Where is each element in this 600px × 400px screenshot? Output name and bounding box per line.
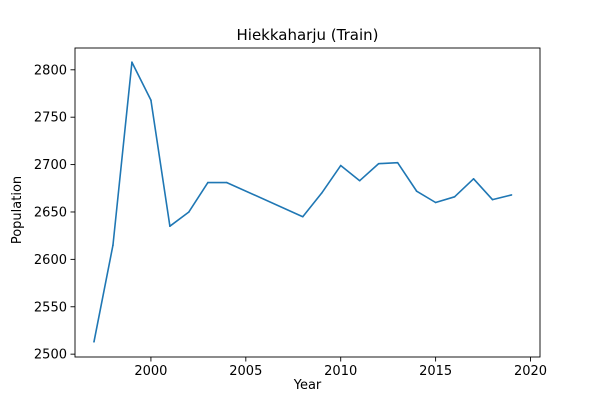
- data-point-2011: [358, 179, 361, 182]
- y-tick-label-2750: 2750: [34, 111, 67, 126]
- x-tick-label-2015: 2015: [419, 364, 452, 379]
- x-tick-label-2000: 2000: [134, 364, 167, 379]
- x-axis-label: Year: [293, 378, 322, 393]
- y-tick-label-2600: 2600: [34, 253, 67, 268]
- data-point-1997: [93, 341, 95, 343]
- x-tick-label-2010: 2010: [324, 364, 357, 379]
- data-point-2000: [150, 99, 152, 101]
- y-axis-label: Population: [10, 176, 25, 244]
- data-point-2008: [301, 215, 304, 218]
- y-tick-label-2550: 2550: [34, 300, 67, 315]
- y-tick-label-2650: 2650: [34, 205, 67, 220]
- chart-title: Hiekkaharju (Train): [237, 26, 379, 44]
- data-point-2004: [226, 181, 228, 184]
- data-point-2001: [169, 225, 171, 227]
- data-point-2012: [377, 162, 380, 165]
- data-point-1999: [131, 61, 133, 64]
- y-tick-label-2500: 2500: [34, 348, 67, 363]
- plot-frame: [74, 47, 541, 358]
- data-point-2010: [339, 164, 342, 167]
- data-point-2002: [188, 211, 190, 213]
- x-tick-label-2005: 2005: [229, 364, 262, 379]
- data-point-2016: [453, 196, 456, 198]
- plot-area: 2000 2005 2010 2015 2020 2500 2550 2600 2650 2700…: [34, 47, 547, 379]
- data-point-1998: [112, 244, 114, 246]
- x-tick-label-2020: 2020: [514, 364, 547, 379]
- y-tick-label-2700: 2700: [34, 158, 67, 173]
- data-point-2003: [207, 181, 209, 184]
- data-point-2017: [472, 178, 475, 180]
- data-point-2014: [415, 190, 418, 192]
- data-point-2015: [434, 201, 437, 204]
- data-point-2013: [396, 161, 399, 164]
- data-point-2019: [510, 194, 513, 196]
- series-line-0: [93, 61, 512, 342]
- y-tick-label-2800: 2800: [34, 63, 67, 78]
- data-point-2018: [491, 198, 494, 201]
- data-point-2009: [320, 192, 323, 194]
